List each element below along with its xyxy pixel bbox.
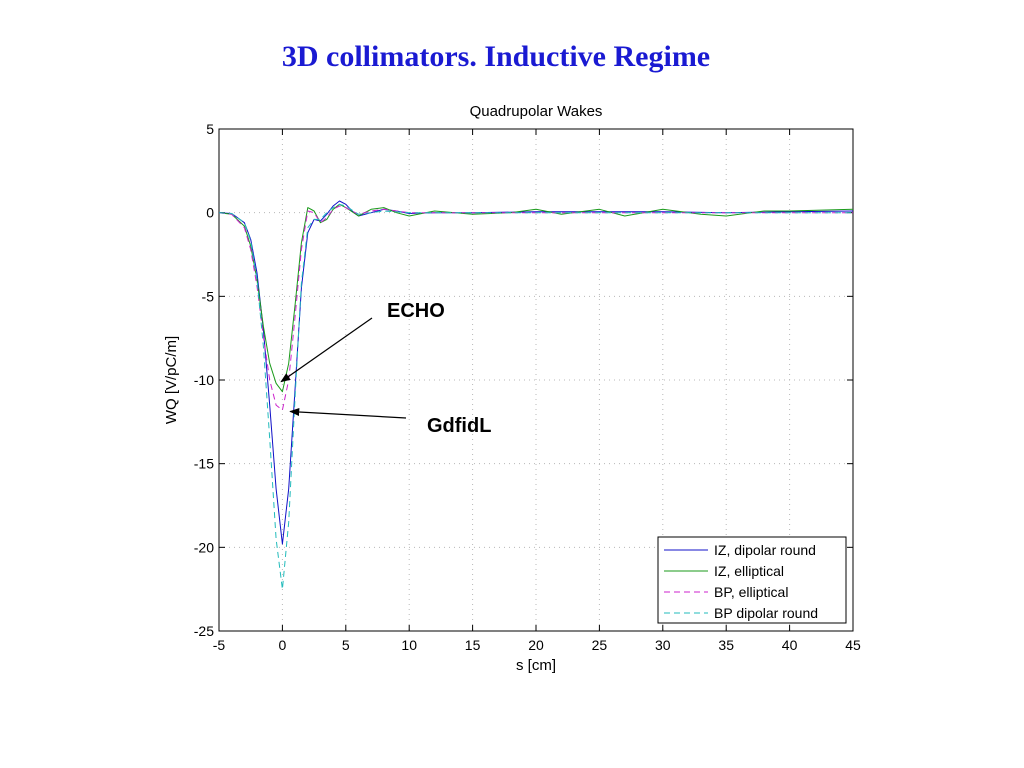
x-tick-label: 15	[465, 637, 481, 653]
annotations: ECHO GdfidL	[280, 300, 491, 437]
legend-entry: IZ, dipolar round	[714, 542, 816, 558]
legend-entry: BP dipolar round	[714, 605, 818, 621]
x-tick-label: 45	[845, 637, 861, 653]
legend-entry: IZ, elliptical	[714, 563, 784, 579]
x-tick-label: -5	[213, 637, 226, 653]
y-tick-label: 5	[206, 121, 214, 137]
x-tick-label: 40	[782, 637, 798, 653]
chart-title: Quadrupolar Wakes	[470, 103, 603, 120]
annotation-label: ECHO	[387, 300, 445, 322]
x-tick-label: 0	[279, 637, 287, 653]
x-tick-label: 35	[718, 637, 734, 653]
x-tick-label: 30	[655, 637, 671, 653]
annotation-arrow	[280, 317, 373, 383]
x-tick-label: 10	[401, 637, 417, 653]
y-tick-label: -5	[202, 288, 215, 304]
annotation-label: GdfidL	[427, 415, 491, 437]
legend-box	[657, 536, 847, 624]
x-tick-label: 20	[528, 637, 544, 653]
x-tick-label: 5	[342, 637, 350, 653]
y-tick-label: -25	[194, 623, 214, 639]
x-axis-label: s [cm]	[516, 657, 556, 674]
series-line-2	[218, 203, 854, 393]
x-tick-label: 25	[592, 637, 608, 653]
legend: IZ, dipolar round IZ, elliptical BP, ellip…	[657, 536, 847, 624]
y-tick-label: -15	[194, 456, 214, 472]
legend-entry: BP, elliptical	[714, 584, 788, 600]
annotation-arrow	[289, 407, 407, 419]
y-tick-label: 0	[206, 205, 214, 221]
series-lines	[218, 200, 854, 590]
slide-title: 3D collimators. Inductive Regime	[281, 40, 711, 73]
y-tick-label: -10	[194, 372, 214, 388]
series-line-4	[218, 203, 853, 590]
y-axis-label: WQ [V/pC/m]	[163, 336, 180, 424]
y-tick-label: -20	[194, 539, 214, 555]
series-line-1	[218, 200, 854, 545]
